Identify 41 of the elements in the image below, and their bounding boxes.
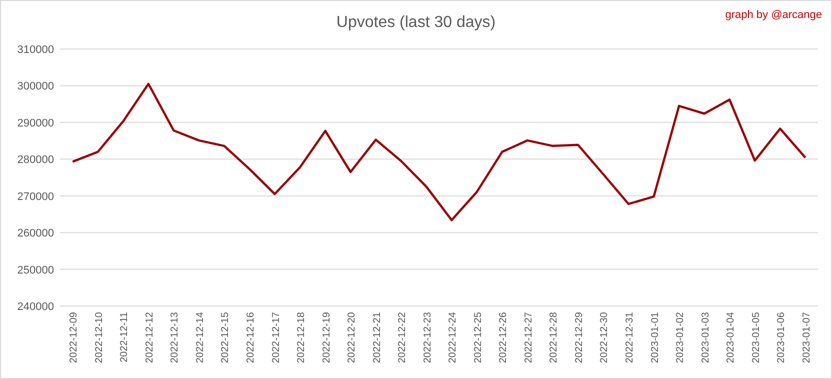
y-tick-label: 300000 [17,80,54,93]
x-tick-label: 2022-12-27 [523,312,534,364]
y-tick-label: 250000 [17,264,54,276]
x-tick-label: 2023-01-06 [776,312,788,364]
x-tick-label: 2023-01-04 [726,312,737,364]
x-tick-label: 2022-12-12 [144,312,156,364]
x-tick-label: 2022-12-19 [321,312,332,364]
x-tick-label: 2022-12-23 [422,312,434,364]
x-tick-label: 2022-12-11 [119,312,130,362]
x-tick-label: 2022-12-25 [472,312,484,364]
x-tick-label: 2022-12-22 [397,312,408,364]
x-tick-label: 2022-12-26 [498,312,510,364]
x-tick-label: 2022-12-29 [574,312,585,364]
x-tick-label: 2022-12-20 [346,312,358,364]
x-tick-label: 2022-12-15 [220,312,232,364]
x-tick-label: 2022-12-21 [372,312,383,364]
text: graph by @arcange [725,9,822,21]
y-tick-label: 280000 [17,154,54,166]
y-tick-label: 260000 [17,228,54,240]
x-tick-label: 2022-12-28 [548,312,560,364]
x-tick-label: 2022-12-18 [296,312,308,364]
y-tick-label: 310000 [17,44,54,56]
line-series [72,82,806,222]
x-tick-label: 2023-01-07 [801,312,812,364]
x-tick-label: 2022-12-16 [246,312,256,364]
x-tick-label: 2022-12-13 [170,312,181,364]
y-tick-label: 290000 [17,117,54,130]
x-tick-label: 2022-12-14 [194,312,206,364]
x-tick-label: 2022-12-24 [448,312,459,364]
y-tick-label: 270000 [17,190,54,203]
x-tick-label: 2022-12-09 [68,312,80,364]
x-tick-label: 2023-01-01 [650,312,661,364]
chart-title: Upvotes (last 30 days) [336,14,496,31]
x-tick-label: 2022-12-31 [624,312,636,364]
x-tick-label: 2022-12-17 [270,312,282,364]
x-tick-label: 2022-12-10 [94,312,105,364]
x-tick-label: 2023-01-02 [675,312,686,364]
x-tick-label: 2022-12-30 [599,312,610,364]
y-tick-label: 240000 [17,301,54,313]
x-tick-label: 2023-01-05 [750,312,762,364]
x-tick-label: 2023-01-03 [700,312,712,364]
